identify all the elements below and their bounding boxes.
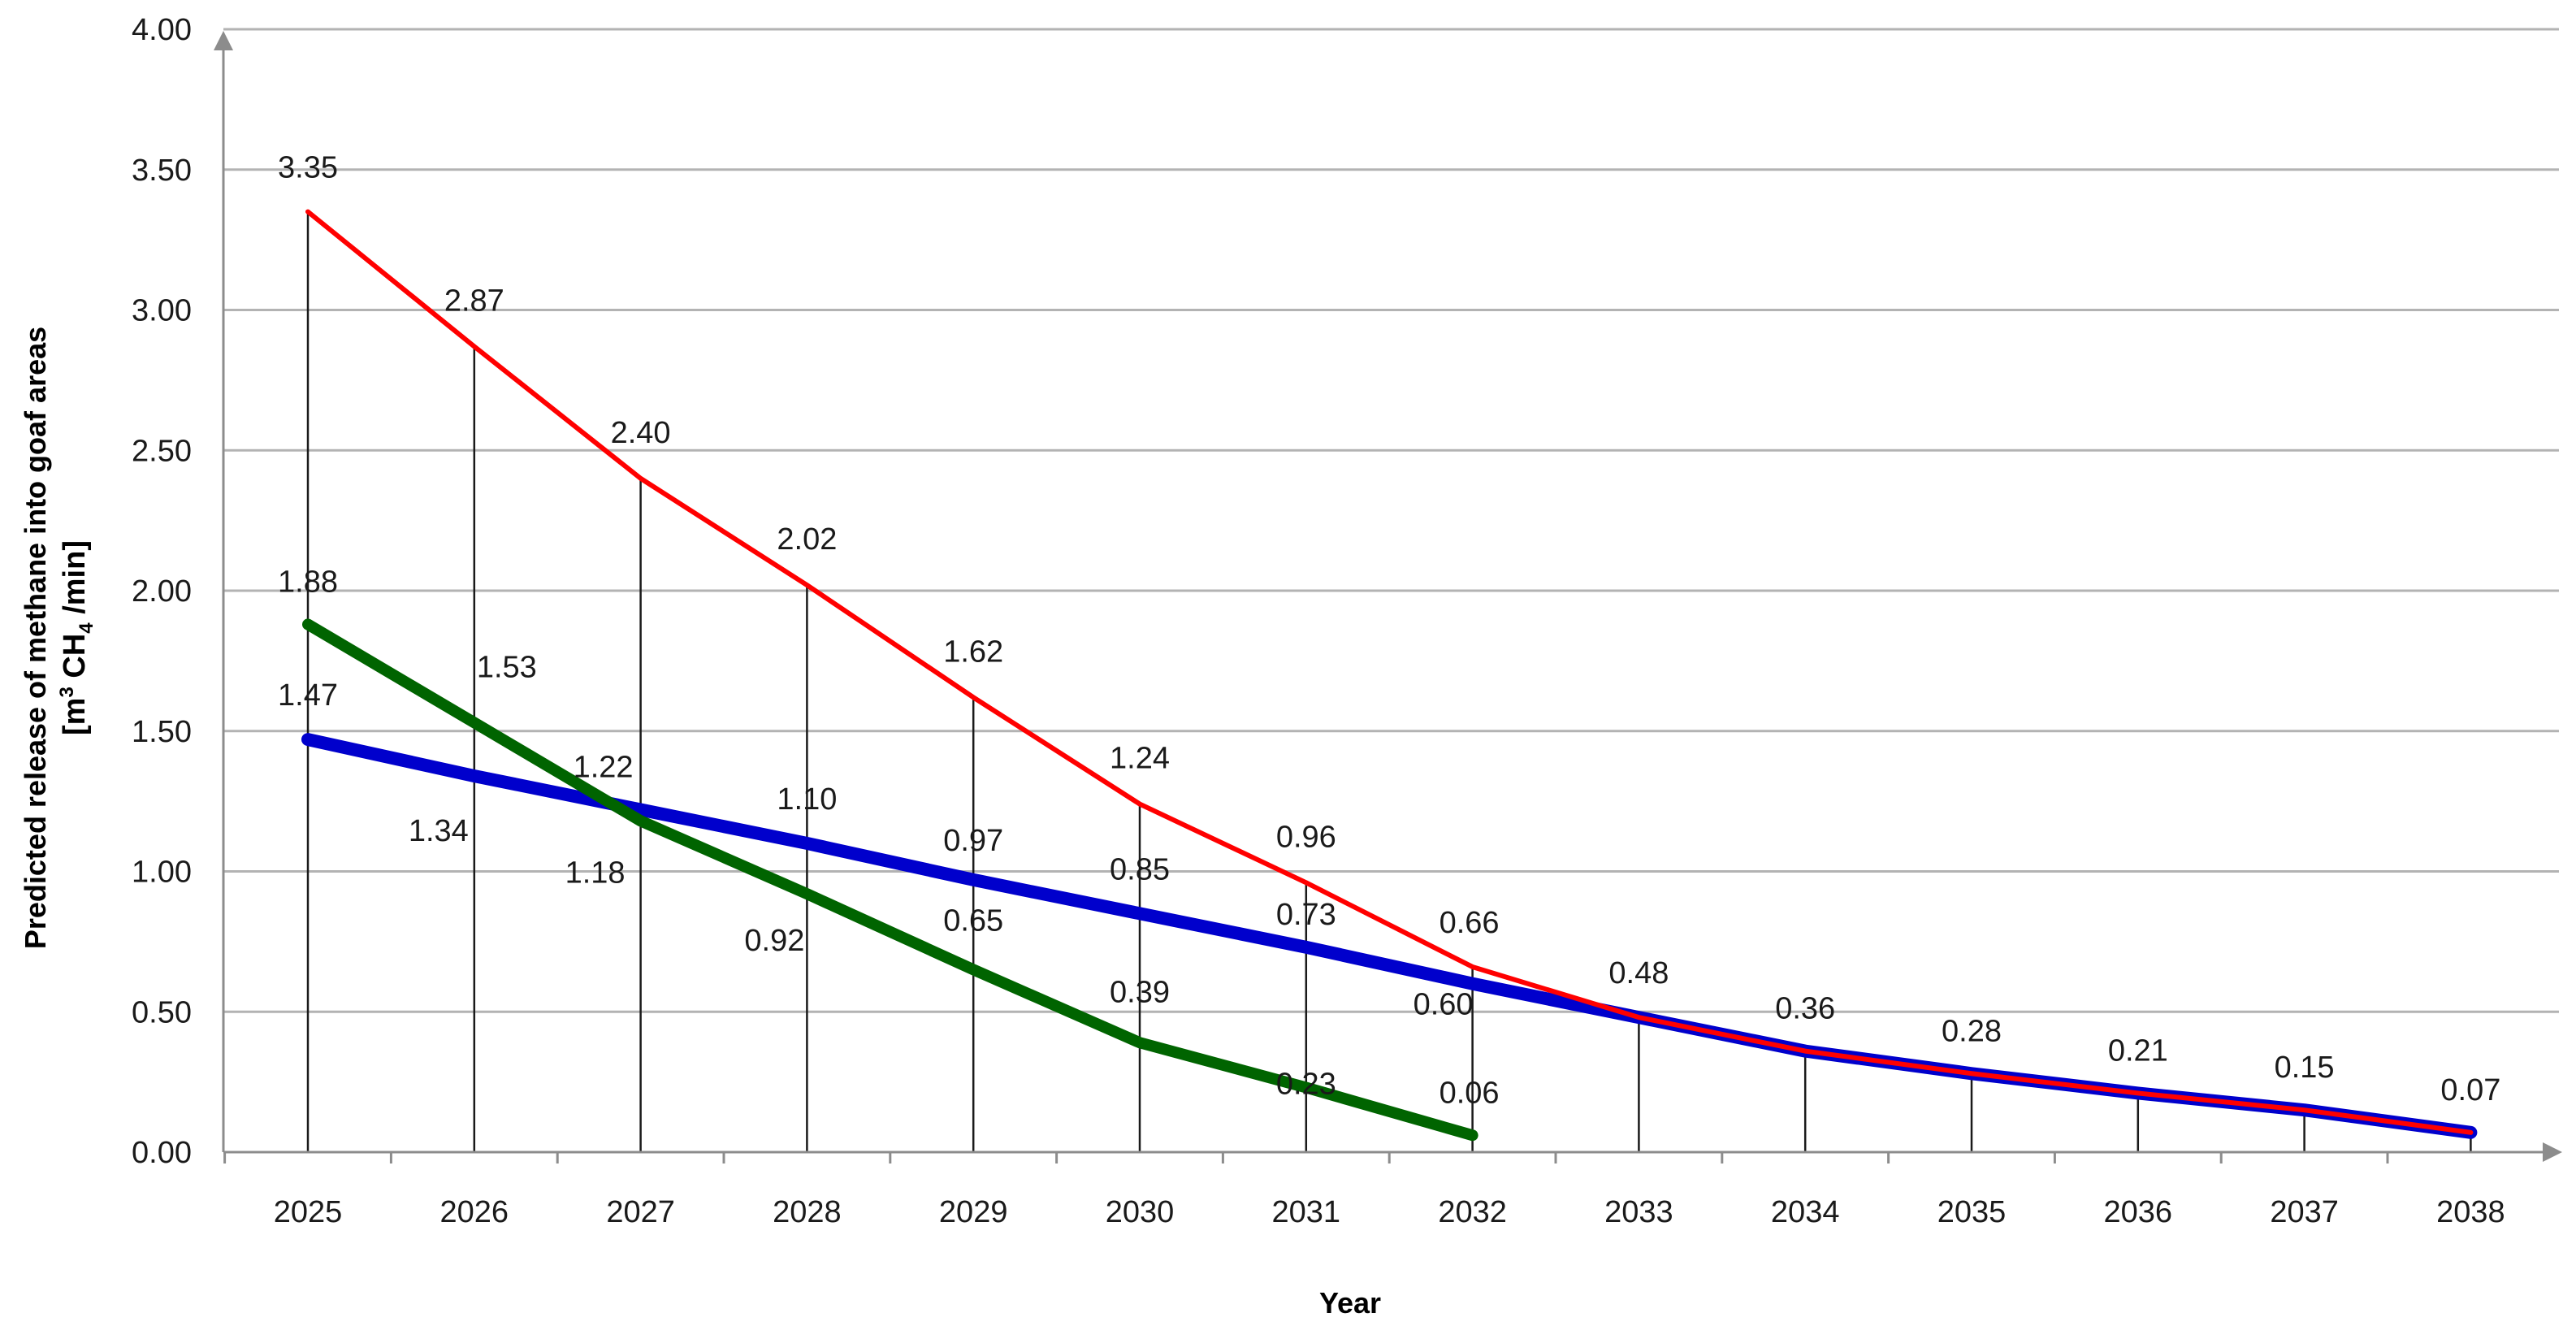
drop-lines bbox=[306, 211, 2472, 1152]
data-label-red: 0.96 bbox=[1276, 820, 1336, 854]
x-tick-label: 2033 bbox=[1604, 1195, 1673, 1229]
data-label-blue: 1.47 bbox=[278, 678, 338, 713]
data-labels: 3.35 2.87 2.40 2.02 1.62 1.24 0.96 0.66 0.48 0.36… bbox=[278, 151, 2500, 1111]
data-label-blue: 0.73 bbox=[1276, 898, 1336, 932]
x-tick-label: 2036 bbox=[2104, 1195, 2173, 1229]
series-line-green bbox=[302, 618, 1478, 1142]
y-tick-label: 3.00 bbox=[132, 294, 192, 328]
data-label-blue: 1.22 bbox=[574, 750, 634, 784]
data-label-red: 2.87 bbox=[444, 284, 504, 318]
x-axis-title: Year bbox=[1319, 1286, 1381, 1320]
data-label-red: 0.07 bbox=[2440, 1073, 2500, 1107]
x-tick-label: 2029 bbox=[939, 1195, 1008, 1229]
data-label-red: 1.62 bbox=[943, 635, 1003, 669]
data-label-red: 2.02 bbox=[777, 522, 837, 557]
tick-labels: 0.00 0.50 1.00 1.50 2.00 2.50 3.00 3.50 4.00 2025… bbox=[132, 13, 2505, 1229]
data-label-red: 0.15 bbox=[2275, 1051, 2335, 1085]
gridlines bbox=[223, 28, 2559, 1013]
y-tick-label: 0.00 bbox=[132, 1136, 192, 1170]
series-lines bbox=[301, 209, 2478, 1142]
y-tick-label: 2.50 bbox=[132, 434, 192, 468]
data-label-red: 0.21 bbox=[2108, 1034, 2168, 1068]
y-axis-title: Predicted release of methane into goaf a… bbox=[19, 327, 97, 949]
data-label-green: 0.39 bbox=[1110, 975, 1170, 1009]
data-label-blue: 0.85 bbox=[1110, 852, 1170, 886]
y-tick-label: 0.50 bbox=[132, 995, 192, 1029]
data-label-blue: 0.97 bbox=[943, 824, 1003, 858]
x-tick-label: 2034 bbox=[1771, 1195, 1840, 1229]
data-label-green: 0.06 bbox=[1440, 1076, 1500, 1110]
y-tick-label: 1.00 bbox=[132, 856, 192, 890]
y-tick-label: 1.50 bbox=[132, 715, 192, 749]
data-label-green: 1.53 bbox=[477, 650, 537, 684]
y-tick-label: 2.00 bbox=[132, 574, 192, 609]
data-label-red: 3.35 bbox=[278, 151, 338, 185]
data-label-blue: 0.60 bbox=[1414, 988, 1474, 1022]
data-label-green: 0.23 bbox=[1276, 1068, 1336, 1102]
y-axis-arrow-icon bbox=[214, 31, 233, 50]
y-tick-label: 3.50 bbox=[132, 154, 192, 188]
data-label-red: 1.24 bbox=[1110, 742, 1170, 776]
x-axis-arrow-icon bbox=[2543, 1142, 2562, 1162]
x-tick-label: 2035 bbox=[1937, 1195, 2007, 1229]
data-label-red: 0.66 bbox=[1440, 906, 1500, 940]
data-label-red: 2.40 bbox=[611, 416, 671, 450]
x-tick-label: 2032 bbox=[1438, 1195, 1507, 1229]
x-tick-label: 2030 bbox=[1106, 1195, 1175, 1229]
y-axis-title-line1: Predicted release of methane into goaf a… bbox=[19, 327, 52, 949]
series-line-blue bbox=[301, 733, 2478, 1139]
x-tick-label: 2038 bbox=[2436, 1195, 2505, 1229]
data-label-green: 1.88 bbox=[278, 565, 338, 599]
y-tick-label: 4.00 bbox=[132, 13, 192, 47]
x-tick-label: 2037 bbox=[2270, 1195, 2339, 1229]
data-label-green: 0.65 bbox=[943, 904, 1003, 938]
axes bbox=[214, 31, 2562, 1164]
data-label-blue: 1.10 bbox=[777, 782, 837, 817]
x-tick-label: 2028 bbox=[773, 1195, 842, 1229]
x-tick-label: 2031 bbox=[1272, 1195, 1341, 1229]
x-tick-label: 2027 bbox=[606, 1195, 675, 1229]
x-tick-label: 2026 bbox=[440, 1195, 509, 1229]
data-label-red: 0.48 bbox=[1608, 956, 1669, 990]
x-tick-label: 2025 bbox=[274, 1195, 343, 1229]
data-label-red: 0.36 bbox=[1775, 992, 1835, 1026]
y-axis-title-line2: [m3 CH4 /min] bbox=[56, 540, 97, 735]
data-label-green: 0.92 bbox=[744, 924, 804, 958]
data-label-red: 0.28 bbox=[1942, 1014, 2002, 1048]
series-line-red bbox=[305, 209, 2474, 1135]
data-label-green: 1.18 bbox=[565, 856, 626, 890]
data-label-blue: 1.34 bbox=[409, 814, 469, 848]
